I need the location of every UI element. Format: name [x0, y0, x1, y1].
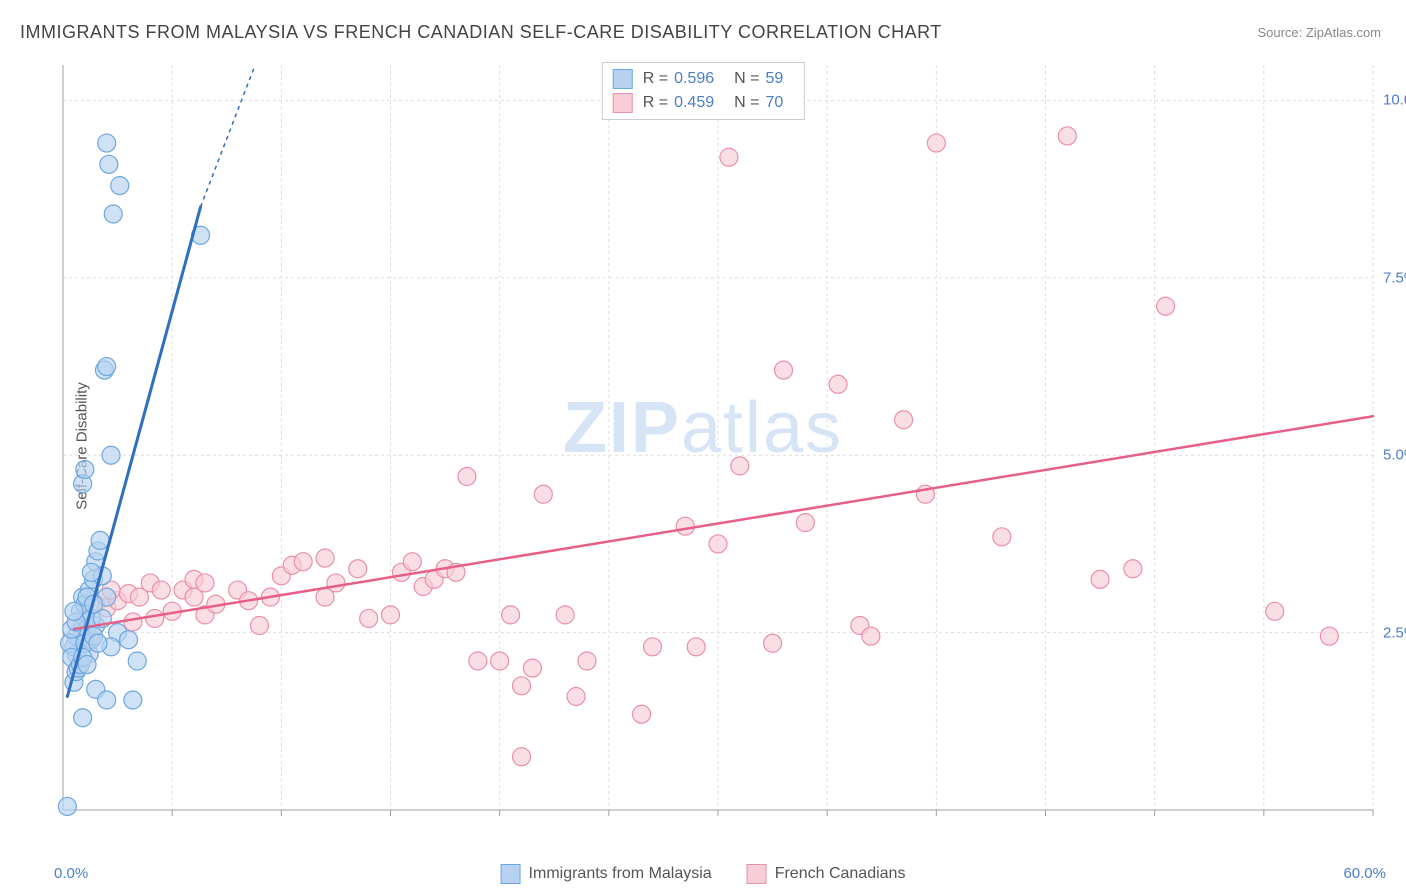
y-tick-label: 7.5% [1383, 269, 1406, 286]
legend-stats-box: R = 0.596 N = 59 R = 0.459 N = 70 [602, 62, 805, 120]
n-label-0: N = [734, 70, 759, 88]
n-value-0: 59 [765, 70, 783, 88]
legend-item-0: Immigrants from Malaysia [501, 864, 712, 884]
swatch-series-0 [613, 69, 633, 89]
swatch-bottom-0 [501, 864, 521, 884]
r-label-0: R = [643, 70, 668, 88]
source-attribution: Source: ZipAtlas.com [1257, 25, 1381, 40]
swatch-series-1 [613, 93, 633, 113]
y-tick-label: 5.0% [1383, 447, 1406, 464]
legend-item-1: French Canadians [747, 864, 906, 884]
legend-bottom: Immigrants from Malaysia French Canadian… [501, 864, 906, 884]
chart-container: IMMIGRANTS FROM MALAYSIA VS FRENCH CANAD… [0, 0, 1406, 892]
x-tick-min: 0.0% [54, 865, 88, 882]
chart-title: IMMIGRANTS FROM MALAYSIA VS FRENCH CANAD… [20, 22, 942, 43]
n-label-1: N = [734, 94, 759, 112]
legend-stats-row-1: R = 0.459 N = 70 [613, 91, 794, 115]
chart-svg [58, 60, 1378, 830]
swatch-bottom-1 [747, 864, 767, 884]
legend-stats-row-0: R = 0.596 N = 59 [613, 67, 794, 91]
y-tick-label: 10.0% [1383, 92, 1406, 109]
x-tick-max: 60.0% [1343, 865, 1386, 882]
n-value-1: 70 [765, 94, 783, 112]
plot-area [58, 60, 1378, 830]
y-tick-label: 2.5% [1383, 624, 1406, 641]
r-value-1: 0.459 [674, 94, 714, 112]
legend-label-1: French Canadians [775, 865, 906, 883]
r-value-0: 0.596 [674, 70, 714, 88]
r-label-1: R = [643, 94, 668, 112]
legend-label-0: Immigrants from Malaysia [529, 865, 712, 883]
